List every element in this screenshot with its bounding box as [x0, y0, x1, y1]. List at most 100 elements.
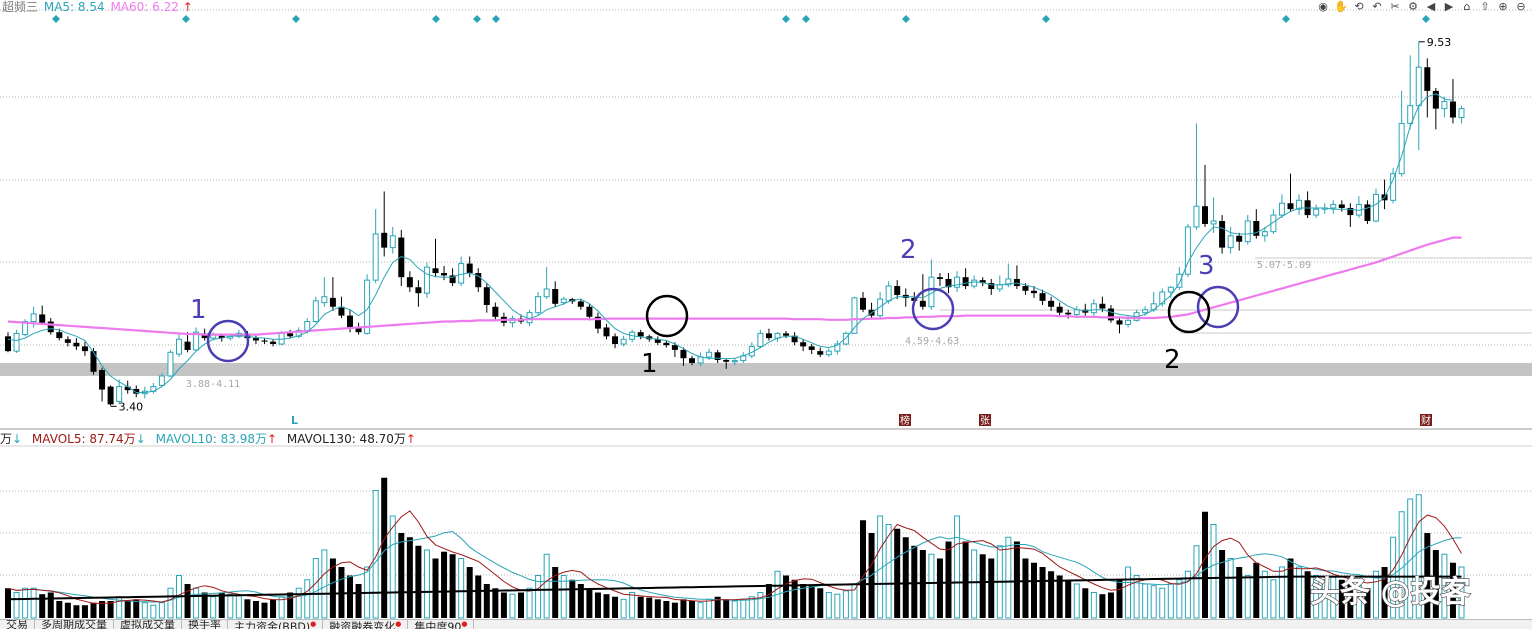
volume-bar-up: [1150, 585, 1157, 619]
candle-body-up: [1415, 66, 1422, 107]
tab-flag-icon: ●: [461, 620, 468, 628]
ma60-trend-arrow: ↑: [182, 0, 193, 14]
candle-body-down: [603, 327, 610, 337]
volume-bar-up: [1159, 587, 1166, 619]
volume-bar-up: [1005, 536, 1012, 619]
volume-bar-down: [261, 602, 268, 618]
candle-body-down: [800, 342, 807, 347]
next-icon[interactable]: ▶: [1444, 0, 1454, 13]
hand-icon[interactable]: ✋: [1334, 0, 1348, 13]
event-marker-label: 榜: [900, 414, 910, 427]
tab-0[interactable]: 交易: [0, 619, 35, 629]
eye-icon[interactable]: ◉: [1318, 0, 1328, 13]
candle-body-down: [5, 336, 11, 352]
volume-bar-down: [475, 575, 482, 618]
blue-annotation-number: 3: [1198, 251, 1215, 281]
tab-label: 交易: [6, 619, 28, 629]
tab-3[interactable]: 换手率: [182, 620, 228, 629]
volume-bar-up: [748, 596, 755, 619]
candle-body-down: [1056, 306, 1063, 313]
volume-bar-down: [64, 602, 71, 618]
volume-bar-up: [928, 553, 935, 619]
volume-bar-down: [1347, 584, 1354, 618]
tab-4[interactable]: 主力资金(BBD)●: [228, 620, 324, 629]
volume-bar-down: [962, 541, 969, 618]
candle-body-down: [552, 289, 559, 304]
tab-1[interactable]: 多周期成交量: [35, 619, 114, 629]
volume-bar-down: [1056, 575, 1063, 618]
volume-bar-up: [304, 579, 311, 619]
signal-diamond-icon: [802, 15, 810, 23]
candle-body-up: [971, 279, 978, 287]
home-icon[interactable]: ⇧: [1480, 0, 1490, 13]
price-indicator-header: 超频三 MA5: 8.54 MA60: 6.22 ↑: [2, 0, 193, 14]
undo-icon[interactable]: ↶: [1372, 0, 1382, 13]
volume-bar-down: [287, 592, 294, 618]
tab-2[interactable]: 虚拟成交量: [114, 620, 182, 629]
candle-body-down: [466, 263, 473, 274]
volume-bar-up: [757, 592, 764, 619]
volume-bar-down: [500, 592, 507, 618]
candle-body-down: [329, 297, 336, 307]
volume-bar-down: [663, 601, 670, 618]
volume-bar-up: [1321, 579, 1328, 619]
candle-body-down: [1287, 203, 1294, 210]
volume-bar-down: [902, 537, 909, 618]
candle-body-down: [1432, 90, 1439, 109]
signal-diamond-icon: [1282, 15, 1290, 23]
candle-body-up: [30, 313, 37, 323]
tab-flag-icon: ●: [310, 620, 317, 628]
candle-body-up: [1193, 205, 1200, 228]
volume-bar-up: [1167, 583, 1174, 619]
candle-body-up: [1210, 220, 1217, 225]
replay-icon[interactable]: ⟲: [1354, 0, 1364, 13]
volume-bar-down: [107, 601, 114, 618]
candle-body-up: [1373, 193, 1379, 222]
settings-icon[interactable]: ⚙: [1408, 0, 1418, 13]
volume-bar-down: [594, 592, 601, 618]
volume-bar-up: [1415, 494, 1422, 619]
candle-body-down: [1202, 206, 1208, 224]
candle-body-up: [1441, 101, 1448, 110]
candle-body-down: [133, 388, 140, 394]
volume-bar-up: [620, 598, 627, 619]
prev-icon[interactable]: ◀: [1426, 0, 1436, 13]
volume-indicator-header: 万↓ MAVOL5: 87.74万↓ MAVOL10: 83.98万↑ MAVO…: [0, 432, 416, 446]
ma60-label: MA60: 6.22: [110, 0, 179, 14]
candle-body-down: [99, 370, 106, 390]
mavol130-line: [7, 575, 1462, 601]
signal-marker-label: L: [291, 414, 298, 427]
volume-bar-down: [518, 592, 524, 618]
volume-bar-down: [56, 601, 63, 618]
candle-body-up: [885, 285, 892, 302]
candle-body-up: [1125, 319, 1132, 325]
lock-icon[interactable]: ⌂: [1463, 0, 1471, 13]
candle-body-down: [817, 351, 824, 355]
tab-6[interactable]: 集中度90●: [408, 620, 475, 629]
candle-body-down: [338, 306, 345, 316]
volume-bar-up: [150, 604, 157, 619]
price-range-label: 5.07-5.09: [1257, 260, 1311, 271]
volume-bar-up: [842, 590, 849, 619]
volume-bar-up: [423, 549, 430, 619]
volume-bar-down: [1424, 533, 1431, 618]
candle-body-down: [347, 315, 353, 329]
zoom-in-icon[interactable]: ⊕: [1498, 0, 1508, 13]
volume-bar-down: [1048, 571, 1055, 618]
scissors-icon[interactable]: ✂: [1390, 0, 1400, 13]
volume-bar-up: [1313, 575, 1320, 619]
volume-bar-up: [235, 595, 242, 619]
black-annotation-circle: [1167, 290, 1211, 334]
candle-body-down: [381, 232, 388, 248]
zoom-out-icon[interactable]: ⊖: [1516, 0, 1526, 13]
volume-bar-down: [73, 605, 80, 618]
candle-body-down: [184, 341, 191, 350]
volume-bar-down: [406, 537, 413, 618]
volume-bar-down: [988, 558, 995, 618]
tab-5[interactable]: 融资融券变化●: [323, 620, 409, 629]
tab-label: 多周期成交量: [41, 619, 107, 629]
signal-diamond-icon: [52, 15, 60, 23]
volume-bar-up: [321, 549, 328, 619]
volume-bar-up: [526, 587, 533, 619]
